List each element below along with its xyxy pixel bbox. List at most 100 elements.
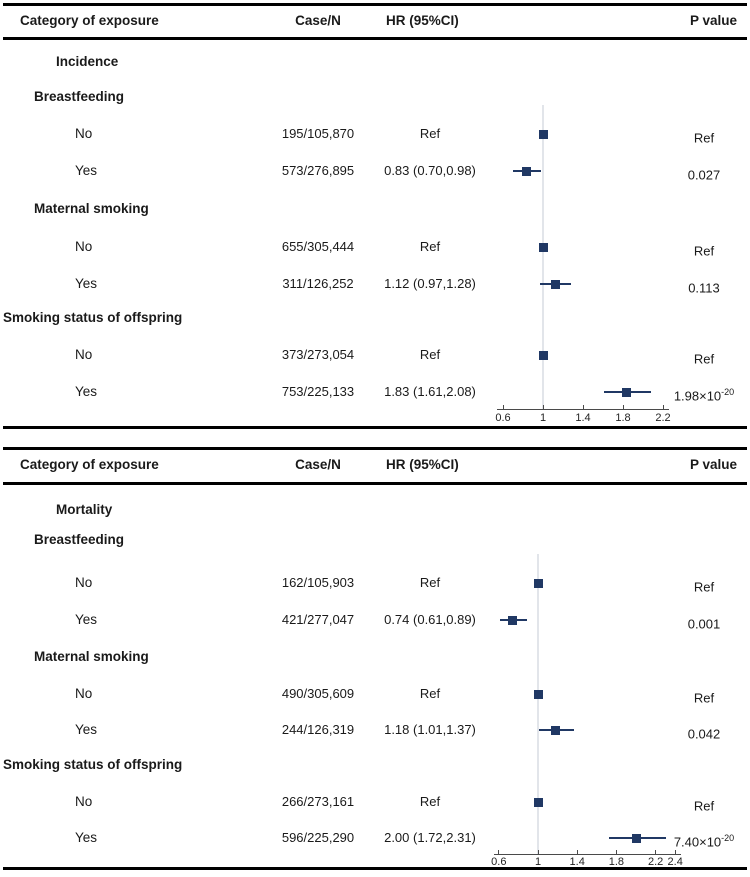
hr-ci-value: 1.18 (1.01,1.37)	[384, 722, 476, 737]
x-axis-tick-label: 1.8	[615, 412, 631, 424]
x-axis-tick	[622, 405, 624, 409]
row-label: No	[75, 686, 93, 701]
hr-ci-value: Ref	[419, 794, 441, 809]
hr-ci-value: 0.74 (0.61,0.89)	[384, 612, 476, 627]
row-label: No	[75, 347, 93, 362]
case-n-value: 195/105,870	[281, 126, 355, 141]
hr-ci-value: Ref	[419, 575, 441, 590]
hr-ci-value: 0.83 (0.70,0.98)	[384, 163, 476, 178]
p-value-exponent: -20	[721, 387, 735, 397]
x-axis-tick-label: 1	[539, 412, 547, 424]
case-n-value: 596/225,290	[281, 830, 355, 845]
hr-ci-value: 2.00 (1.72,2.31)	[384, 830, 476, 845]
forest-marker	[533, 797, 543, 807]
case-n-value: 573/276,895	[281, 163, 355, 178]
p-value-main: Ref	[693, 690, 715, 706]
hr-ci-value: 1.83 (1.61,2.08)	[384, 384, 476, 399]
x-axis-tick-label: 0.6	[495, 412, 511, 424]
column-header-hr-ci: HR (95%CI)	[386, 457, 459, 472]
row-label: No	[75, 575, 93, 590]
forest-marker	[538, 350, 548, 360]
row-group-label: Breastfeeding	[34, 532, 125, 547]
p-value-main: 0.001	[687, 616, 721, 632]
forest-marker	[621, 387, 631, 397]
row-label: No	[75, 239, 93, 254]
panel-top-rule	[3, 3, 747, 6]
header-bottom-rule	[3, 482, 747, 485]
row-group-label: Breastfeeding	[34, 89, 125, 104]
x-axis-tick	[655, 850, 657, 854]
row-label: No	[75, 126, 93, 141]
p-value: Ref	[634, 234, 750, 260]
p-value-main: 0.113	[688, 280, 720, 296]
row-label: Yes	[75, 276, 98, 291]
x-axis-tick-label: 0.6	[491, 856, 507, 868]
p-value: Ref	[634, 789, 750, 815]
hr-ci-value: 1.12 (0.97,1.28)	[384, 276, 476, 291]
forest-marker	[538, 129, 548, 139]
hr-ci-value: Ref	[419, 686, 441, 701]
column-header-hr-ci: HR (95%CI)	[386, 13, 459, 28]
x-axis-tick-label: 2.2	[655, 412, 671, 424]
x-axis-tick	[576, 850, 578, 854]
column-header-p-value: P value	[689, 13, 737, 28]
row-label: Yes	[75, 384, 98, 399]
p-value: 0.113	[634, 271, 750, 297]
p-value-main: 0.042	[687, 726, 721, 742]
row-label: No	[75, 794, 93, 809]
reference-line	[542, 105, 544, 409]
case-n-value: 244/126,319	[281, 722, 355, 737]
hr-ci-value: Ref	[419, 126, 441, 141]
x-axis-line	[497, 409, 669, 410]
p-value: 0.027	[634, 158, 750, 184]
p-value: 7.40×10-20	[634, 825, 750, 851]
case-n-value: 655/305,444	[281, 239, 355, 254]
p-value-main: Ref	[693, 798, 715, 814]
p-value-main: Ref	[693, 351, 715, 367]
forest-marker	[538, 242, 548, 252]
x-axis-tick-label: 1.8	[608, 856, 625, 868]
p-value: 1.98×10-20	[634, 379, 750, 405]
x-axis-tick	[537, 850, 539, 854]
x-axis-tick-label: 1	[534, 856, 542, 868]
row-group-label: Mortality	[56, 502, 113, 517]
x-axis-tick	[615, 850, 617, 854]
reference-line	[537, 554, 539, 854]
column-header-category: Category of exposure	[20, 457, 159, 472]
x-axis-tick-label: 1.4	[569, 856, 585, 868]
p-value-main: 0.027	[687, 167, 721, 183]
forest-marker	[631, 833, 641, 843]
p-value: Ref	[634, 342, 750, 368]
panel-bottom-rule	[3, 426, 747, 429]
panel-top-rule	[3, 447, 747, 450]
case-n-value: 162/105,903	[281, 575, 355, 590]
case-n-value: 266/273,161	[281, 794, 355, 809]
case-n-value: 490/305,609	[281, 686, 355, 701]
p-value: Ref	[634, 570, 750, 596]
header-bottom-rule	[3, 37, 747, 40]
p-value-exponent: -20	[721, 833, 735, 843]
column-header-case-n: Case/N	[295, 13, 341, 28]
p-value-main: 7.40×10	[673, 834, 722, 850]
case-n-value: 373/273,054	[281, 347, 355, 362]
case-n-value: 753/225,133	[281, 384, 355, 399]
x-axis-tick	[662, 405, 664, 409]
x-axis-tick-label: 2.2	[647, 856, 664, 868]
x-axis-tick-label: 2.4	[667, 856, 683, 868]
hr-ci-value: Ref	[419, 239, 441, 254]
row-group-label: Maternal smoking	[34, 649, 149, 664]
row-group-label: Maternal smoking	[34, 201, 149, 216]
row-label: Yes	[75, 163, 98, 178]
forest-marker	[521, 166, 531, 176]
x-axis-line	[494, 854, 681, 855]
column-header-case-n: Case/N	[295, 457, 341, 472]
forest-marker	[551, 725, 561, 735]
case-n-value: 311/126,252	[282, 276, 354, 291]
row-group-label: Smoking status of offspring	[3, 757, 183, 772]
x-axis-tick	[542, 405, 544, 409]
p-value: 0.042	[634, 717, 750, 743]
row-group-label: Incidence	[56, 54, 119, 69]
hr-ci-value: Ref	[419, 347, 441, 362]
forest-marker	[508, 615, 518, 625]
